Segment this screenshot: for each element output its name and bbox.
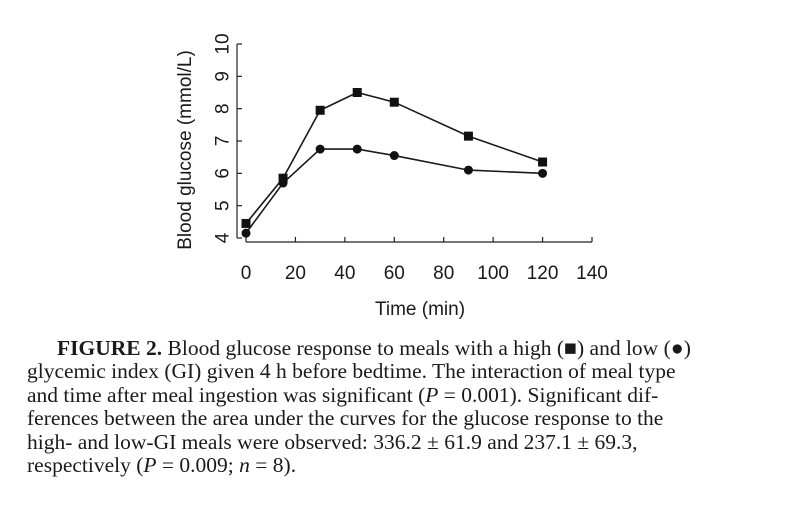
high-gi-point — [389, 97, 399, 107]
figure-label: FIGURE 2. — [57, 336, 163, 360]
caption-text: Blood glucose response to meals with a h… — [162, 336, 565, 360]
y-tick-label: 7 — [213, 136, 234, 147]
caption-line-1: FIGURE 2. Blood glucose response to meal… — [27, 336, 765, 360]
low-gi-point — [538, 168, 548, 178]
low-gi-symbol: ● — [670, 336, 684, 360]
caption-text: = 0.001). Significant dif- — [438, 382, 659, 407]
caption-text: ) — [683, 336, 691, 360]
x-tick-label: 20 — [285, 263, 306, 284]
y-tick-label: 6 — [213, 168, 234, 179]
x-axis-title: Time (min) — [375, 299, 465, 320]
chart-series — [241, 88, 548, 238]
p-symbol: P — [143, 453, 157, 478]
y-tick-label: 5 — [213, 200, 234, 211]
figure-caption: FIGURE 2. Blood glucose response to meal… — [27, 336, 765, 478]
x-tick-label: 0 — [241, 263, 252, 284]
y-tick-label: 10 — [213, 33, 234, 54]
caption-line-3: and time after meal ingestion was signif… — [27, 382, 765, 407]
p-symbol: P — [425, 382, 439, 407]
low-gi-point — [278, 178, 288, 188]
high-gi-point — [463, 131, 473, 141]
caption-line-5: high- and low-GI meals were observed: 33… — [27, 429, 638, 454]
x-tick-label: 60 — [384, 263, 405, 284]
caption-text: = 0.009; — [156, 453, 240, 478]
high-gi-point — [352, 88, 362, 97]
low-gi-point — [463, 165, 473, 175]
caption-text: = 8). — [249, 453, 297, 478]
caption-text: ) and low ( — [577, 336, 671, 360]
caption-line-6: respectively (P = 0.009; n = 8). — [27, 453, 765, 478]
high-gi-point — [315, 105, 325, 115]
y-tick-label: 4 — [213, 232, 234, 243]
high-gi-point — [241, 218, 251, 228]
high-gi-point — [538, 157, 548, 167]
x-tick-label: 120 — [527, 263, 559, 284]
high-gi-symbol: ■ — [564, 336, 577, 360]
x-tick-label: 140 — [576, 263, 608, 284]
caption-text: and time after meal ingestion was signif… — [27, 382, 426, 407]
low-gi-point — [352, 144, 362, 154]
caption-line-2: glycemic index (GI) given 4 h before bed… — [27, 359, 676, 384]
caption-text: respectively ( — [27, 453, 144, 478]
high-gi-point — [278, 173, 288, 183]
caption-line-4: ferences between the area under the curv… — [27, 406, 664, 431]
glucose-chart: 0 20 40 60 80 100 120 140 4 5 6 7 8 9 10 Time (min) Bl… — [175, 33, 608, 320]
y-tick-label: 9 — [213, 71, 234, 82]
x-tick-label: 100 — [477, 263, 509, 284]
low-gi-point — [315, 144, 325, 154]
n-symbol: n — [239, 453, 250, 478]
low-gi-line — [245, 148, 543, 234]
x-tick-label: 80 — [433, 263, 454, 284]
y-axis-title: Blood glucose (mmol/L) — [175, 50, 196, 250]
x-tick-label: 40 — [334, 263, 355, 284]
low-gi-point — [241, 228, 251, 238]
y-tick-label: 8 — [213, 103, 234, 114]
chart-axes: 0 20 40 60 80 100 120 140 4 5 6 7 8 9 10 — [213, 33, 608, 284]
low-gi-point — [389, 151, 399, 161]
